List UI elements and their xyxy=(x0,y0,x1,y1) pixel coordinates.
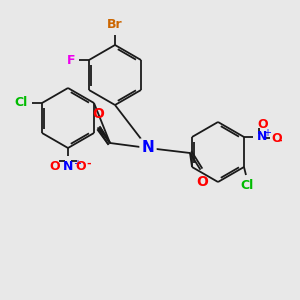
Text: O: O xyxy=(271,133,282,146)
Text: O: O xyxy=(92,107,104,121)
Text: Cl: Cl xyxy=(240,179,254,192)
Text: N: N xyxy=(142,140,154,155)
Text: O: O xyxy=(196,175,208,189)
Text: +: + xyxy=(73,159,81,169)
Text: O: O xyxy=(50,160,60,173)
Text: F: F xyxy=(67,53,75,67)
Text: N: N xyxy=(257,130,267,143)
Text: +: + xyxy=(263,128,271,138)
Text: Cl: Cl xyxy=(15,97,28,110)
Text: O: O xyxy=(76,160,86,173)
Text: N: N xyxy=(63,160,73,173)
Text: -: - xyxy=(86,159,91,169)
Text: O: O xyxy=(257,118,268,130)
Text: -: - xyxy=(277,136,282,146)
Text: Br: Br xyxy=(107,18,123,31)
